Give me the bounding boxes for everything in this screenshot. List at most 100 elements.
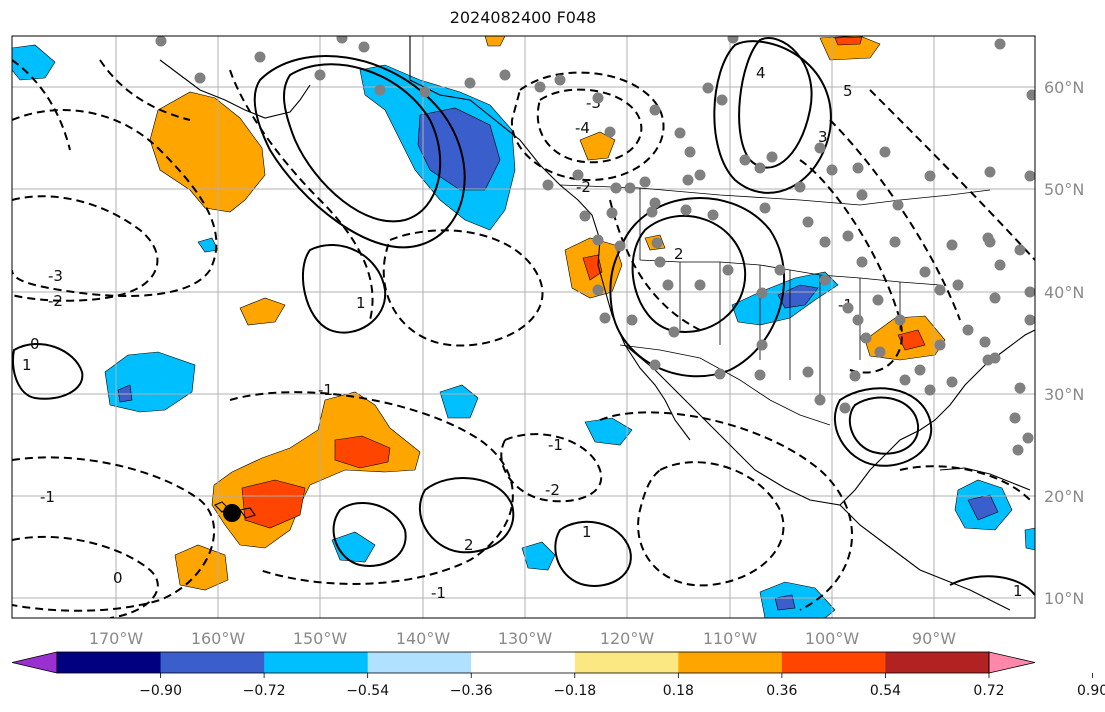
contour-label: -2 xyxy=(48,292,63,310)
station-marker xyxy=(651,237,663,249)
station-marker xyxy=(694,279,706,291)
contour-label: -2 xyxy=(545,481,560,499)
contour-label: 4 xyxy=(756,64,766,82)
station-marker xyxy=(727,36,739,44)
station-marker xyxy=(684,146,696,158)
contour-label: 1 xyxy=(582,523,592,541)
colorbar-segment xyxy=(57,652,162,673)
station-marker xyxy=(599,312,611,324)
station-marker xyxy=(774,264,786,276)
station-marker xyxy=(254,51,266,63)
station-marker xyxy=(982,232,994,244)
latitude-tick-labels: 60°N 50°N 40°N 30°N 20°N 10°N xyxy=(1044,78,1084,608)
colorbar-tick-label: 0.54 xyxy=(870,683,901,699)
shaded-area-positive xyxy=(149,91,266,213)
station-marker xyxy=(649,197,661,209)
colorbar-segment xyxy=(885,652,990,673)
lon-tick-label: 100°W xyxy=(805,629,860,648)
station-marker xyxy=(579,210,591,222)
contour-label: 5 xyxy=(843,82,853,100)
graticule xyxy=(12,36,1035,618)
station-marker xyxy=(714,368,726,380)
station-marker xyxy=(852,314,864,326)
station-marker xyxy=(856,189,868,201)
shaded-area-positive xyxy=(579,131,616,161)
station-marker xyxy=(639,176,651,188)
shaded-area-strong-positive xyxy=(334,435,391,469)
station-marker xyxy=(879,146,891,158)
lon-tick-label: 160°W xyxy=(191,629,246,648)
station-marker xyxy=(814,394,826,406)
station-marker xyxy=(1022,432,1034,444)
station-marker xyxy=(889,236,901,248)
station-marker xyxy=(155,36,167,47)
station-marker xyxy=(662,279,674,291)
lon-tick-label: 150°W xyxy=(293,629,348,648)
shaded-area-positive xyxy=(484,36,506,47)
station-marker xyxy=(802,366,814,378)
colorbar-tick-label: −0.72 xyxy=(243,683,286,699)
station-marker xyxy=(842,302,854,314)
station-marker xyxy=(994,259,1006,271)
station-marker xyxy=(754,162,766,174)
station-marker xyxy=(572,169,584,181)
station-marker xyxy=(674,127,686,139)
lat-tick-label: 40°N xyxy=(1044,283,1084,302)
contour-lines-positive xyxy=(12,37,1035,596)
station-marker xyxy=(934,339,946,351)
station-marker xyxy=(314,69,326,81)
station-marker xyxy=(962,324,974,336)
station-marker xyxy=(542,179,554,191)
station-marker xyxy=(646,206,658,218)
colorbar-segment xyxy=(781,652,886,673)
border-us-mexico xyxy=(619,344,831,426)
station-marker xyxy=(694,169,706,181)
contour-label: -4 xyxy=(575,119,590,137)
station-marker xyxy=(722,264,734,276)
shaded-area-negative xyxy=(521,541,556,571)
shaded-area-strong-negative xyxy=(417,107,501,191)
station-marker xyxy=(914,364,926,376)
station-marker xyxy=(499,69,511,81)
contour-label: 1 xyxy=(22,356,32,374)
contour-label: 1 xyxy=(1013,582,1023,600)
station-marker xyxy=(604,126,616,138)
coastline-north-america xyxy=(409,36,1035,506)
colorbar-segment xyxy=(574,652,679,673)
station-marker xyxy=(682,174,694,186)
station-marker xyxy=(946,239,958,251)
shaded-area-strong-negative xyxy=(777,284,819,309)
contour-label: 2 xyxy=(464,536,474,554)
station-marker xyxy=(668,326,680,338)
station-marker xyxy=(614,240,626,252)
station-marker xyxy=(624,182,636,194)
station-marker xyxy=(802,216,814,228)
lon-tick-label: 140°W xyxy=(396,629,451,648)
colorbar-frame xyxy=(56,651,990,674)
contour-label: -1 xyxy=(431,584,446,602)
shaded-area-strong-positive xyxy=(241,479,306,529)
contour-labels: -3 -2 -1 -1 0 1 1 2 -4 -3 -2 -1 1 2 3 4 … xyxy=(22,64,1023,602)
colorbar: −0.90 −0.72 −0.54 −0.36 −0.18 0.18 0.36 0.54 0.7… xyxy=(11,651,1105,699)
shaded-area-positive xyxy=(239,297,286,326)
station-marker xyxy=(592,284,604,296)
colorbar-tick-label: −0.36 xyxy=(450,683,493,699)
contour-label: -1 xyxy=(40,488,55,506)
station-marker xyxy=(934,284,946,296)
station-marker xyxy=(759,202,771,214)
lat-tick-label: 10°N xyxy=(1044,589,1084,608)
colorbar-segment xyxy=(471,652,576,673)
lat-tick-label: 60°N xyxy=(1044,78,1084,97)
station-marker xyxy=(872,294,884,306)
station-marker xyxy=(849,370,861,382)
colorbar-segment xyxy=(160,652,265,673)
station-marker xyxy=(842,230,854,242)
colorbar-tick-label: −0.54 xyxy=(346,683,389,699)
station-marker xyxy=(592,234,604,246)
station-marker xyxy=(716,94,728,106)
station-marker xyxy=(610,182,622,194)
station-marker xyxy=(766,151,778,163)
station-marker xyxy=(856,256,868,268)
shaded-area-strong-positive xyxy=(897,329,926,351)
center-marker xyxy=(223,504,241,522)
